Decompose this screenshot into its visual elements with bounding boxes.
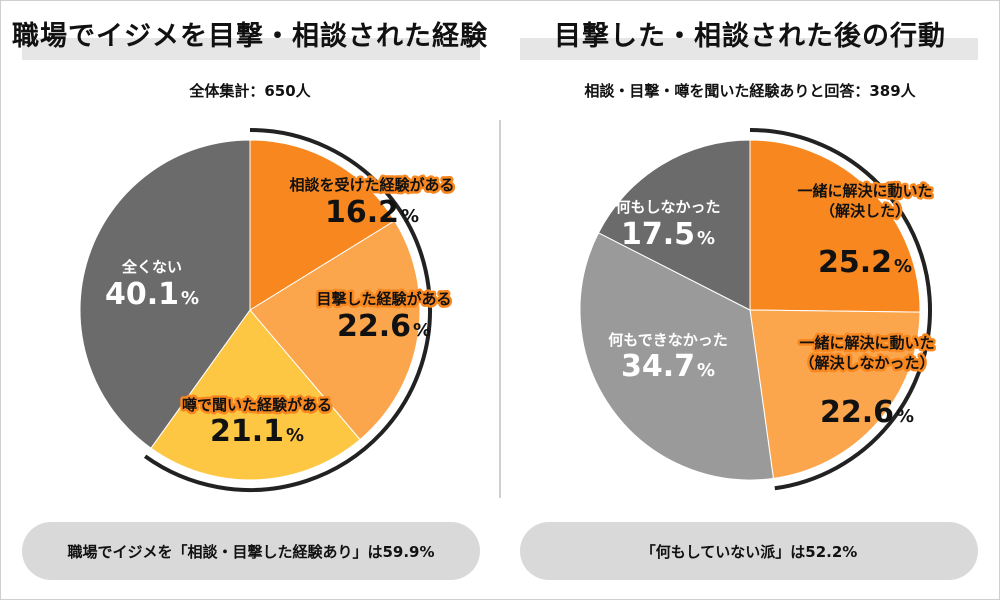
slice-label: 相談を受けた経験がある <box>289 176 454 194</box>
pie-slice <box>749 309 921 479</box>
slice-value: 21.1% <box>210 414 304 449</box>
slice-label-outline: （解決した） <box>820 202 910 220</box>
pie-slice <box>249 139 396 311</box>
slice-label-outline: 目撃した経験がある <box>316 290 451 308</box>
slice-label-outline: （解決しなかった） <box>799 354 934 372</box>
slice-value: 25.2% <box>818 245 912 280</box>
slice-label: 一緒に解決に動いた <box>799 334 934 352</box>
pie-slice <box>749 139 921 313</box>
slice-label: 噂で聞いた経験がある <box>182 396 332 414</box>
chart-title: 目撃した・相談された後の行動 <box>554 21 946 52</box>
slice-label: （解決しなかった） <box>799 354 934 372</box>
title-underline <box>22 38 480 60</box>
slice-value: 16.2% <box>325 195 419 230</box>
slice-value: 34.7% <box>621 349 715 384</box>
pie-slice <box>597 139 751 311</box>
highlight-arc <box>143 128 432 492</box>
slice-value: 22.6% <box>337 309 431 344</box>
slice-label: 全くない <box>121 258 182 276</box>
summary-pill: 「何もしていない派」は52.2% <box>520 522 978 580</box>
pie-slice <box>150 309 361 481</box>
left-panel: 職場でイジメを目撃・相談された経験 全体集計：650人 相談を受けた経験がある相… <box>12 21 488 580</box>
slice-label-outline: 相談を受けた経験がある <box>289 176 454 194</box>
slice-label: 何もしなかった <box>615 198 720 216</box>
slice-label-outline: 一緒に解決に動いた <box>799 334 934 352</box>
slice-value: 17.5% <box>621 217 715 252</box>
chart-subtitle: 全体集計：650人 <box>189 82 311 100</box>
pie-slice <box>249 220 421 441</box>
summary-pill: 職場でイジメを「相談・目撃した経験あり」は59.9% <box>22 522 480 580</box>
chart-subtitle: 相談・目撃・噂を聞いた経験ありと回答：389人 <box>584 82 916 100</box>
slice-label: 一緒に解決に動いた <box>797 182 932 200</box>
pie-slice <box>79 139 251 449</box>
title-underline <box>520 38 978 60</box>
slice-label: 何もできなかった <box>608 331 727 349</box>
chart-title: 職場でイジメを目撃・相談された経験 <box>12 21 488 52</box>
slice-label-outline: 噂で聞いた経験がある <box>182 396 332 414</box>
slice-value: 22.6% <box>820 395 914 430</box>
slice-value: 40.1% <box>105 277 199 312</box>
highlight-arc <box>749 128 932 491</box>
right-panel: 目撃した・相談された後の行動 相談・目撃・噂を聞いた経験ありと回答：389人 一… <box>500 0 1000 600</box>
panel-divider <box>499 120 501 498</box>
pie-slice <box>579 232 774 481</box>
slice-label-outline: 一緒に解決に動いた <box>797 182 932 200</box>
slice-label: 目撃した経験がある <box>316 290 451 308</box>
slice-label: （解決した） <box>820 202 910 220</box>
